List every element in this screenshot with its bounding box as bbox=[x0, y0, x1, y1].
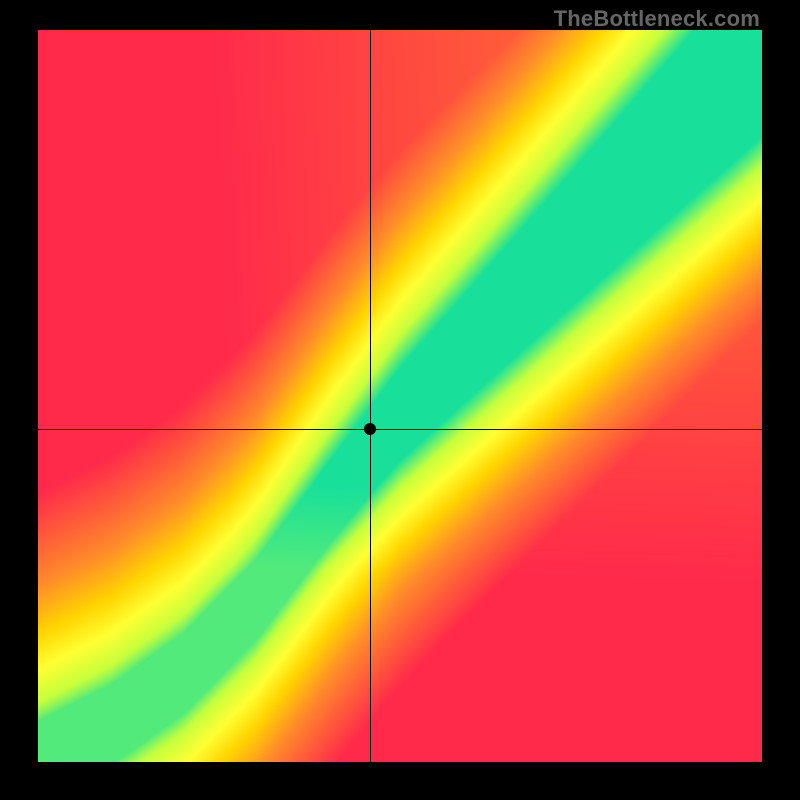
crosshair-horizontal bbox=[38, 429, 762, 430]
crosshair-vertical bbox=[370, 30, 371, 762]
heatmap-canvas bbox=[38, 30, 762, 762]
heatmap-plot bbox=[38, 30, 762, 762]
crosshair-marker bbox=[364, 423, 376, 435]
chart-container: TheBottleneck.com bbox=[0, 0, 800, 800]
watermark-text: TheBottleneck.com bbox=[554, 6, 760, 32]
